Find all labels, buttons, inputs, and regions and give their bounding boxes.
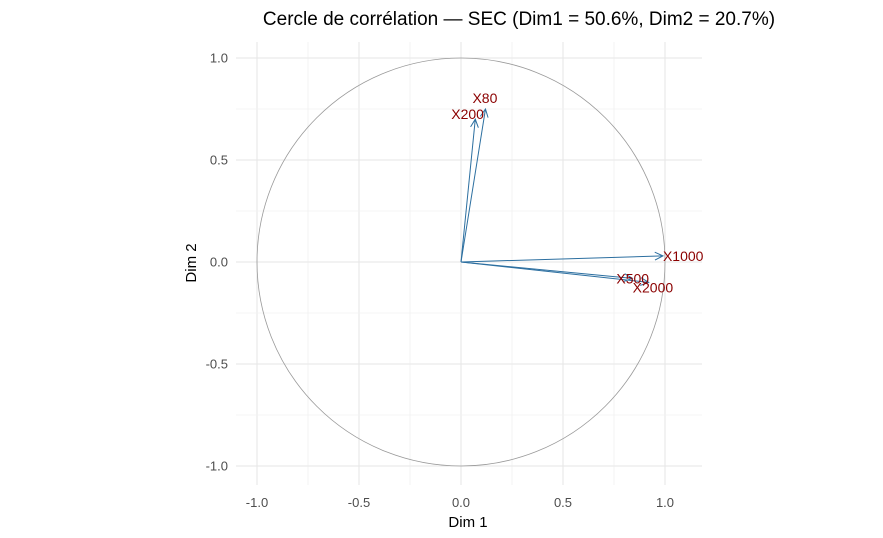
y-tick-label: 1.0 <box>210 51 228 66</box>
arrow-x200 <box>460 119 476 263</box>
y-tick-label: 0.5 <box>210 153 228 168</box>
y-tick-label: -1.0 <box>206 459 228 474</box>
x-tick-label: 1.0 <box>656 495 674 510</box>
unit-circle <box>256 57 666 467</box>
label-x2000: X2000 <box>633 279 674 295</box>
arrowhead-x1000 <box>654 251 665 261</box>
label-x200: X200 <box>451 106 484 122</box>
x-tick-label: -1.0 <box>246 495 268 510</box>
arrow-x2000 <box>460 261 649 283</box>
arrow-x80 <box>460 108 486 263</box>
chart-title: Cercle de corrélation — SEC (Dim1 = 50.6… <box>263 9 775 30</box>
arrowhead-x80 <box>479 107 489 118</box>
x-tick-label: -0.5 <box>348 495 370 510</box>
arrowhead-x2000 <box>640 277 650 286</box>
y-tick-label: -0.5 <box>206 357 228 372</box>
x-tick-label: 0.0 <box>452 495 470 510</box>
x-axis-title: Dim 1 <box>448 514 487 531</box>
arrow-x1000 <box>460 255 663 263</box>
arrowhead-x200 <box>470 118 479 128</box>
variable-arrows <box>460 107 665 286</box>
x-tick-label: 0.5 <box>554 495 572 510</box>
y-axis-title: Dim 2 <box>183 243 200 282</box>
label-x500: X500 <box>616 270 649 286</box>
y-tick-label: 0.0 <box>210 255 228 270</box>
label-x1000: X1000 <box>663 248 704 264</box>
label-x80: X80 <box>472 90 497 106</box>
axis-ticks: -1.0 -0.5 0.0 0.5 1.0 -1.0 -0.5 0.0 0.5 1.0 <box>206 51 674 511</box>
